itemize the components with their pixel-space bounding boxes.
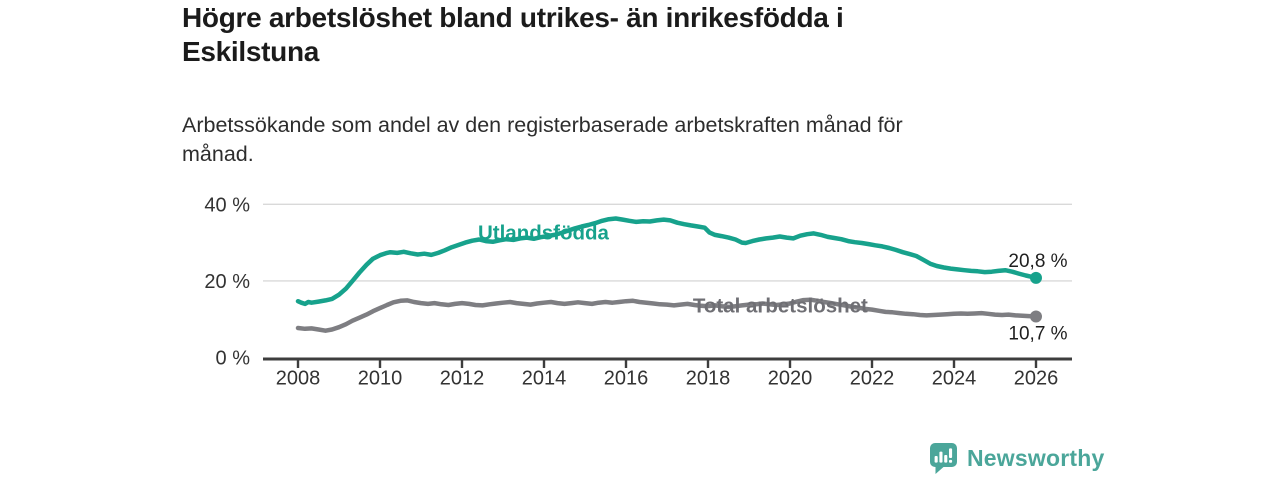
x-axis-label: 2012: [440, 368, 485, 390]
exclamation-bar: [949, 448, 953, 458]
chart-subtitle-line-1: Arbetssökande som andel av den registerb…: [182, 113, 903, 137]
newsworthy-logo: Newsworthy: [929, 442, 1104, 475]
page-title-line-2: Eskilstuna: [182, 36, 320, 67]
page-title-line-1: Högre arbetslöshet bland utrikes- än inr…: [182, 2, 844, 33]
series-line-utlandsf-dda: [295, 216, 1039, 307]
x-axis-label: 2010: [358, 368, 403, 390]
series-end-dot-utlandsf-dda: [1030, 271, 1042, 284]
series-label-total-arbetsl-shet: Total arbetslöshet: [693, 294, 868, 317]
x-axis-label: 2018: [686, 368, 731, 390]
x-axis-label: 2020: [768, 368, 813, 390]
bar-2: [939, 451, 943, 463]
chart-subtitle-line-2: månad.: [182, 142, 254, 166]
chart-subtitle: Arbetssökande som andel av den registerb…: [182, 111, 1182, 169]
x-axis-label: 2026: [1014, 368, 1059, 390]
x-axis-label: 2014: [522, 368, 567, 390]
bar-1: [934, 456, 938, 463]
series-line-total-arbetsl-shet: [295, 297, 1039, 333]
newsworthy-wordmark: Newsworthy: [967, 445, 1105, 471]
series-label-utlandsf-dda: Utlandsfödda: [478, 221, 610, 244]
y-axis-label: 40 %: [204, 194, 250, 216]
page-title: Högre arbetslöshet bland utrikes- än inr…: [182, 1, 1182, 69]
newsworthy-icon: [930, 443, 957, 474]
bar-3: [944, 455, 948, 463]
x-axis-label: 2016: [604, 368, 649, 390]
exclamation-dot: [949, 459, 953, 463]
x-axis-label: 2024: [932, 368, 977, 390]
series-end-dot-total-arbetsl-shet: [1030, 310, 1042, 323]
x-axis-label: 2008: [276, 368, 321, 390]
series-end-value-utlandsf-dda: 20,8 %: [1008, 251, 1067, 272]
series-end-value-total-arbetsl-shet: 10,7 %: [1008, 324, 1067, 345]
speech-bubble-shape: [930, 443, 957, 474]
y-axis-label: 0 %: [216, 348, 251, 370]
x-axis-label: 2022: [850, 368, 895, 390]
y-axis-label: 20 %: [204, 271, 250, 293]
